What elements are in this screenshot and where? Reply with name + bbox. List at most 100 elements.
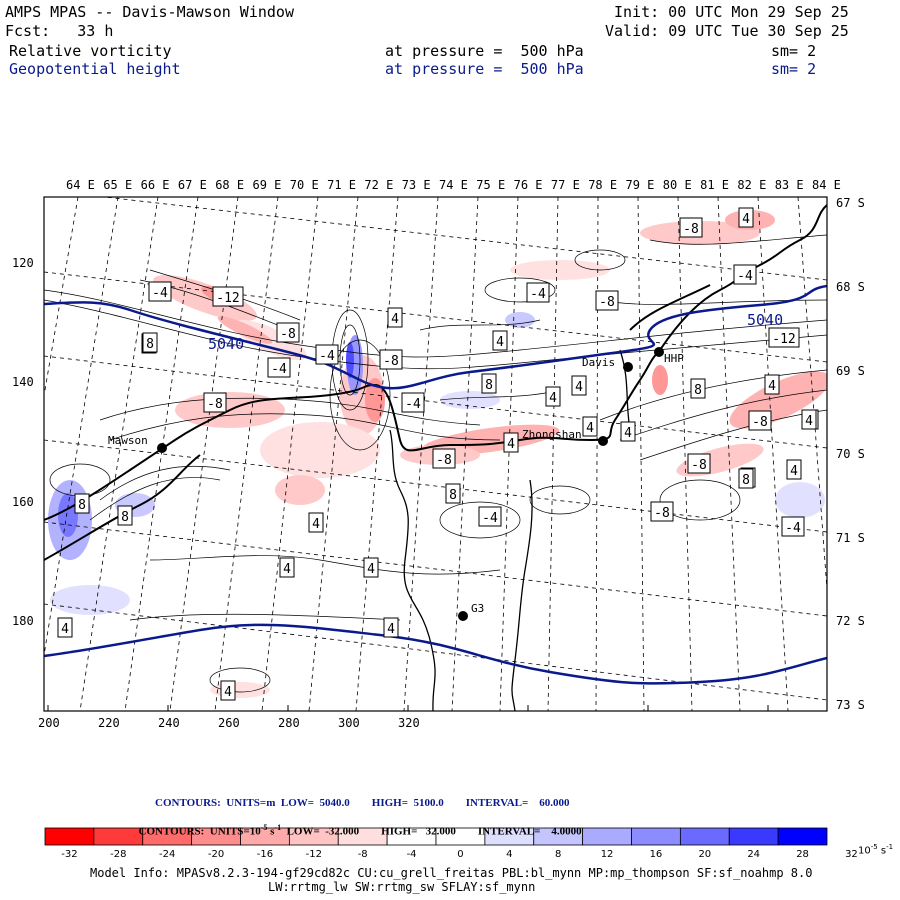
x-tick-label: 200 xyxy=(38,716,60,730)
colorbar-label: 24 xyxy=(747,849,760,860)
height-contour-label-east: 5040 xyxy=(747,311,783,329)
colorbar-label: -16 xyxy=(257,849,273,860)
vorticity-label-box xyxy=(620,421,636,442)
vorticity-label-box xyxy=(267,357,291,378)
vorticity-label-box xyxy=(383,617,399,638)
vorticity-label-text: -8 xyxy=(436,453,452,468)
vorticity-label-text: 8 xyxy=(449,488,457,503)
vorticity-label: 8 xyxy=(445,483,461,504)
vorticity-label-box xyxy=(786,459,802,480)
vorticity-label: 4 xyxy=(492,330,508,351)
longitude-labels: 64 E 65 E 66 E 67 E 68 E 69 E 70 E 71 E 72 E 73 E… xyxy=(66,178,841,192)
lon-label: 70 E xyxy=(290,178,319,192)
vorticity-label-box xyxy=(768,327,800,348)
vorticity-label-box xyxy=(492,330,508,351)
station-zhongshan-marker xyxy=(598,436,608,446)
x-tick-label: 240 xyxy=(158,716,180,730)
vorticity-label-text: -4 xyxy=(319,349,335,364)
vorticity-label-text: -4 xyxy=(271,362,287,377)
vorticity-label-text: 8 xyxy=(742,473,750,488)
vorticity-label-box xyxy=(279,557,295,578)
colorbar-label: -4 xyxy=(407,849,417,860)
vorticity-label: 4 xyxy=(220,680,236,701)
x-tick-label: 260 xyxy=(218,716,240,730)
vorticity-label: 4 xyxy=(387,307,403,328)
vorticity-label: 4 xyxy=(363,557,379,578)
cbar-units-s-exp: -1 xyxy=(886,843,894,851)
vorticity-label: -4 xyxy=(733,264,757,285)
y-tick-label: 140 xyxy=(12,375,34,389)
vorticity-label: 8 xyxy=(142,332,158,353)
vorticity-label: -12 xyxy=(212,286,244,307)
vorticity-label: 8 xyxy=(481,373,497,394)
vorticity-label-text: -4 xyxy=(737,269,753,284)
vorticity-label: 4 xyxy=(571,375,587,396)
lat-label: 68 S xyxy=(836,280,865,294)
colorbar-label: -28 xyxy=(110,849,126,860)
vorticity-label-box xyxy=(315,344,339,365)
y-tick-label: 160 xyxy=(12,495,34,509)
lon-label: 84 E xyxy=(812,178,841,192)
vorticity-label-text: 4 xyxy=(61,622,69,637)
colorbar: -32 -28 -24 -20 -16 -12 -8 -4 0 4 8 12 16 20 24 28 32 xyxy=(44,827,858,860)
vorticity-label-text: 4 xyxy=(768,379,776,394)
vorticity-label-box xyxy=(308,512,324,533)
vort-units-prefix: CONTOURS: UNITS=10 xyxy=(138,825,261,838)
valid-time: Valid: 09 UTC Tue 30 Sep 25 xyxy=(605,22,849,40)
lon-label: 64 E xyxy=(66,178,95,192)
vorticity-label-box xyxy=(276,322,300,343)
vorticity-label-text: -8 xyxy=(383,354,399,369)
y-tick-labels: 120 140 160 180 xyxy=(12,256,34,628)
vorticity-label-box xyxy=(503,432,519,453)
vorticity-label-text: -4 xyxy=(785,521,801,536)
vorticity-label-box xyxy=(481,373,497,394)
vorticity-label: -8 xyxy=(679,217,703,238)
vorticity-label-text: 8 xyxy=(146,337,154,352)
vorticity-label-box xyxy=(117,505,133,526)
lat-label: 72 S xyxy=(836,614,865,628)
vorticity-label-box xyxy=(764,374,780,395)
vorticity-label-text: 4 xyxy=(575,380,583,395)
vorticity-label: -4 xyxy=(148,281,172,302)
vorticity-label-text: 4 xyxy=(224,685,232,700)
station-davis-marker xyxy=(623,362,633,372)
colorbar-label: 8 xyxy=(555,849,561,860)
vorticity-label-text: 4 xyxy=(367,562,375,577)
vorticity-label-text: 4 xyxy=(387,622,395,637)
station-mawson-label: Mawson xyxy=(108,434,148,447)
vorticity-label-text: -4 xyxy=(530,287,546,302)
station-mawson-marker xyxy=(157,443,167,453)
lon-label: 82 E xyxy=(737,178,766,192)
vorticity-label-box xyxy=(687,453,711,474)
lon-label: 65 E xyxy=(103,178,132,192)
lat-label: 67 S xyxy=(836,196,865,210)
colorbar-label: -24 xyxy=(159,849,175,860)
vorticity-label-text: 4 xyxy=(586,421,594,436)
cbar-units-s: s xyxy=(877,845,887,857)
colorbar-label: 32 xyxy=(845,849,858,860)
cbar-units-base: 10 xyxy=(858,845,871,857)
lon-label: 83 E xyxy=(775,178,804,192)
lon-label: 76 E xyxy=(514,178,543,192)
vorticity-label: 8 xyxy=(117,505,133,526)
vorticity-contours xyxy=(44,234,827,693)
vorticity-label-text: -8 xyxy=(691,458,707,473)
lat-label: 73 S xyxy=(836,698,865,712)
vorticity-label-box xyxy=(748,410,772,431)
vorticity-label: 4 xyxy=(57,617,73,638)
vorticity-label-text: 8 xyxy=(121,510,129,525)
field1-level: at pressure = 500 hPa xyxy=(385,42,584,60)
vorticity-label-text: -8 xyxy=(599,295,615,310)
plot-frame xyxy=(43,196,828,712)
vorticity-label-box xyxy=(526,282,550,303)
vorticity-label-box xyxy=(781,516,805,537)
x-tick-label: 280 xyxy=(278,716,300,730)
vorticity-label: -8 xyxy=(432,448,456,469)
vorticity-label: -8 xyxy=(748,410,772,431)
vorticity-label: -8 xyxy=(203,392,227,413)
vorticity-label-box xyxy=(738,207,754,228)
lat-label: 69 S xyxy=(836,364,865,378)
vorticity-label-box xyxy=(733,264,757,285)
lon-label: 77 E xyxy=(551,178,580,192)
lon-label: 81 E xyxy=(700,178,729,192)
